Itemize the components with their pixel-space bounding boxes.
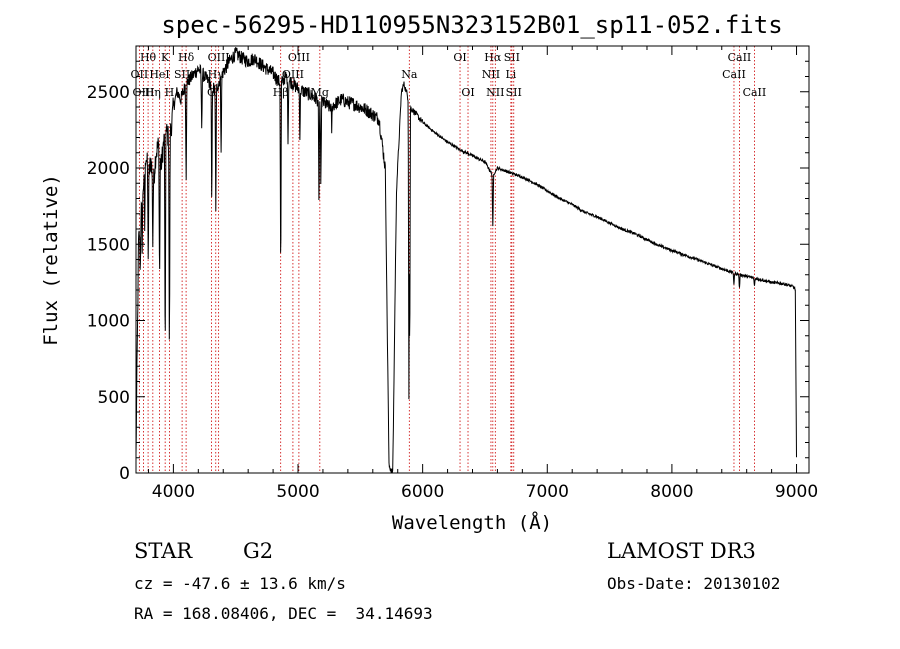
survey-name: LAMOST DR3 xyxy=(607,539,756,563)
marker-label: OIII xyxy=(282,68,304,81)
x-tick-label: 6000 xyxy=(401,482,444,502)
obs-date: Obs-Date: 20130102 xyxy=(607,574,781,593)
marker-label: Hδ xyxy=(178,51,195,64)
y-axis: 0 500 1000 1500 2000 2500 xyxy=(87,60,809,484)
marker-label: SII xyxy=(506,86,522,99)
marker-label: K xyxy=(161,51,170,64)
marker-label: Hθ xyxy=(140,51,157,64)
marker-label: OI xyxy=(453,51,466,64)
marker-label: NII xyxy=(482,68,500,81)
marker-label: NII xyxy=(486,86,504,99)
marker-label: H xyxy=(165,86,175,99)
coordinates: RA = 168.08406, DEC = 34.14693 xyxy=(134,604,433,623)
x-tick-label: 5000 xyxy=(276,482,319,502)
marker-label: Li xyxy=(505,68,516,81)
marker-label: OIII xyxy=(288,51,310,64)
marker-label: Hβ xyxy=(273,86,289,99)
subclass: G2 xyxy=(243,539,274,563)
spectrum-chart: spec-56295-HD110955N323152B01_sp11-052.f… xyxy=(40,11,818,534)
x-axis: 4000 5000 6000 7000 8000 9000 xyxy=(147,46,818,502)
x-axis-label: Wavelength (Å) xyxy=(392,511,552,534)
marker-label: CaII xyxy=(722,68,746,81)
y-tick-label: 500 xyxy=(98,388,130,408)
marker-label: Na xyxy=(401,68,418,81)
marker-label: OIII xyxy=(132,86,154,99)
chart-title: spec-56295-HD110955N323152B01_sp11-052.f… xyxy=(161,11,782,39)
y-tick-label: 0 xyxy=(119,464,130,484)
spectrum-line xyxy=(135,47,797,474)
marker-label: OI xyxy=(461,86,474,99)
redshift-cz: cz = -47.6 ± 13.6 km/s xyxy=(134,574,346,593)
marker-label: CaII xyxy=(743,86,767,99)
x-tick-label: 8000 xyxy=(650,482,693,502)
y-tick-label: 1500 xyxy=(87,235,130,255)
marker-label: SII xyxy=(504,51,520,64)
marker-label: Hα xyxy=(484,51,502,64)
plot-frame xyxy=(135,45,810,474)
y-axis-label: Flux (relative) xyxy=(40,174,62,346)
x-tick-label: 4000 xyxy=(152,482,195,502)
y-tick-label: 2500 xyxy=(87,83,130,103)
x-tick-label: 9000 xyxy=(775,482,818,502)
marker-label: CaII xyxy=(728,51,752,64)
marker-label: OIII xyxy=(208,51,230,64)
object-type: STAR xyxy=(134,539,193,563)
marker-label: HeI xyxy=(149,68,169,81)
marker-label: Hη xyxy=(145,86,161,99)
y-tick-label: 2000 xyxy=(87,159,130,179)
y-tick-label: 1000 xyxy=(87,312,130,332)
marker-label: OII xyxy=(131,68,149,81)
x-tick-label: 7000 xyxy=(526,482,569,502)
